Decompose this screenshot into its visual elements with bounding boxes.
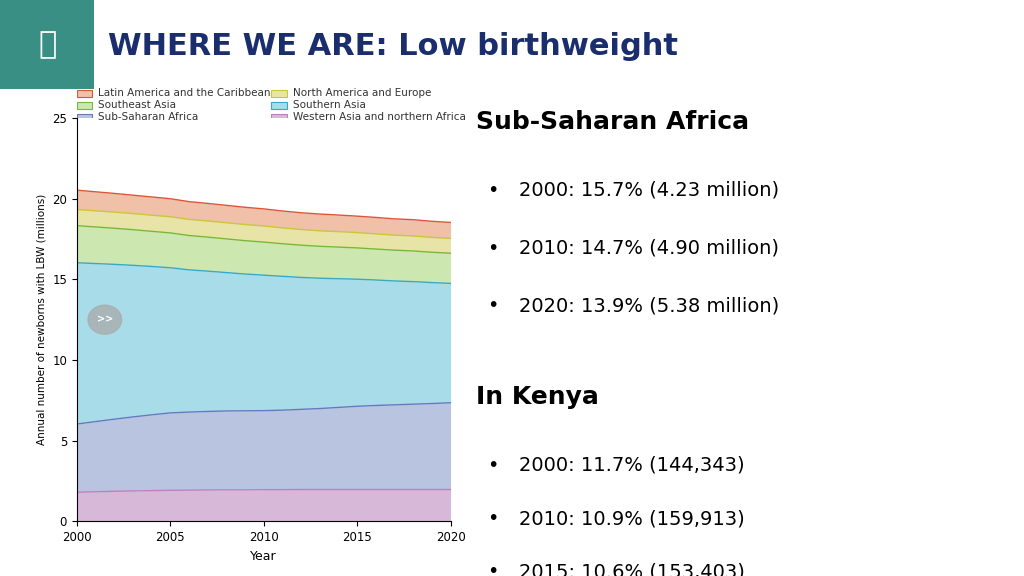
FancyBboxPatch shape <box>77 114 92 121</box>
Text: •: • <box>486 296 499 315</box>
Text: 🔍: 🔍 <box>38 30 56 59</box>
Text: Sub-Saharan Africa: Sub-Saharan Africa <box>98 112 199 122</box>
Text: •: • <box>486 562 499 576</box>
Text: 2010: 10.9% (159,913): 2010: 10.9% (159,913) <box>519 509 744 528</box>
X-axis label: Year: Year <box>250 550 278 563</box>
Text: WHERE WE ARE: Low birthweight: WHERE WE ARE: Low birthweight <box>108 32 678 61</box>
FancyBboxPatch shape <box>271 102 287 109</box>
Text: 2010: 14.7% (4.90 million): 2010: 14.7% (4.90 million) <box>519 238 779 257</box>
FancyBboxPatch shape <box>271 90 287 97</box>
FancyBboxPatch shape <box>271 114 287 121</box>
Text: 2000: 11.7% (144,343): 2000: 11.7% (144,343) <box>519 456 744 475</box>
Text: •: • <box>486 238 499 257</box>
Text: •: • <box>486 509 499 528</box>
Text: •: • <box>486 181 499 200</box>
Text: Southeast Asia: Southeast Asia <box>98 100 176 110</box>
Text: 2000: 15.7% (4.23 million): 2000: 15.7% (4.23 million) <box>519 181 779 200</box>
Text: 2020: 13.9% (5.38 million): 2020: 13.9% (5.38 million) <box>519 296 779 315</box>
Text: Latin America and the Caribbean: Latin America and the Caribbean <box>98 88 270 98</box>
Y-axis label: Annual number of newborns with LBW (millions): Annual number of newborns with LBW (mill… <box>37 194 47 445</box>
Text: 2015: 10.6% (153,403): 2015: 10.6% (153,403) <box>519 562 744 576</box>
FancyBboxPatch shape <box>0 0 94 89</box>
Text: In Kenya: In Kenya <box>476 385 599 409</box>
Text: •: • <box>486 456 499 475</box>
FancyBboxPatch shape <box>77 90 92 97</box>
Text: North America and Europe: North America and Europe <box>293 88 431 98</box>
Text: Sub-Saharan Africa: Sub-Saharan Africa <box>476 110 750 134</box>
FancyBboxPatch shape <box>77 102 92 109</box>
Text: Southern Asia: Southern Asia <box>293 100 366 110</box>
Text: Western Asia and northern Africa: Western Asia and northern Africa <box>293 112 466 122</box>
Circle shape <box>88 305 122 334</box>
Text: >>: >> <box>96 314 113 325</box>
Text: References: Lancet SVN, 2023 - Ashorn et al; UNICEF WHO estimates: References: Lancet SVN, 2023 - Ashorn et… <box>10 551 418 564</box>
